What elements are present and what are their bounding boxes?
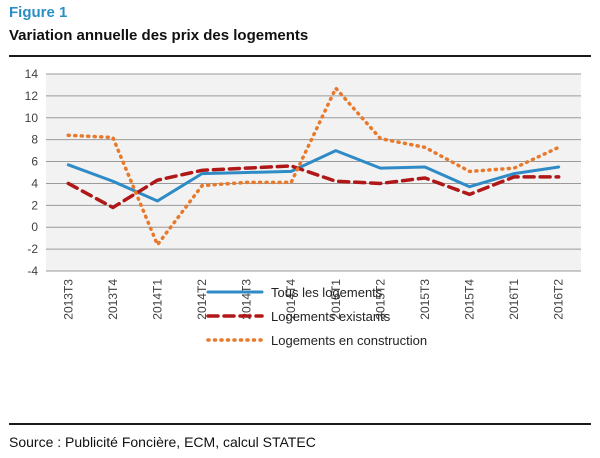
x-tick-label: 2014T4 [284, 279, 298, 320]
y-axis-ticks: -4 -2 0 2 4 6 8 10 12 14 [25, 67, 39, 278]
x-tick-label: 2014T2 [195, 279, 209, 320]
source-note: Source : Publicité Foncière, ECM, calcul… [9, 434, 316, 450]
y-tick-label: 12 [25, 89, 39, 103]
x-tick-label: 2013T4 [106, 279, 120, 320]
x-tick-label: 2014T3 [240, 279, 254, 320]
line-chart: -4 -2 0 2 4 6 8 10 12 14 2013T3 2013T4 2014T1 2014T2… [25, 67, 581, 348]
bottom-rule [9, 423, 591, 425]
x-tick-label: 2015T4 [463, 279, 477, 320]
x-tick-label: 2016T1 [507, 279, 521, 320]
x-tick-label: 2016T2 [552, 279, 566, 320]
series-line-3 [66, 86, 561, 247]
y-tick-label: 6 [31, 155, 38, 169]
x-tick-label: 2015T1 [329, 279, 343, 320]
legend: Tous les logements Logements existants Log… [206, 285, 427, 348]
series-line-1 [66, 149, 561, 203]
legend-label: Logements existants [271, 309, 391, 324]
y-tick-label: 4 [31, 176, 38, 190]
x-tick-label: 2014T1 [150, 279, 164, 320]
legend-label: Tous les logements [271, 285, 383, 300]
x-tick-label: 2013T3 [61, 279, 75, 320]
y-tick-label: 2 [31, 198, 38, 212]
x-tick-label: 2015T3 [418, 279, 432, 320]
x-axis-ticks: 2013T3 2013T4 2014T1 2014T2 2014T3 2014T4 2015… [61, 279, 565, 320]
legend-label: Logements en construction [271, 333, 427, 348]
y-tick-label: 14 [25, 67, 39, 81]
y-tick-label: 0 [31, 220, 38, 234]
figure-label: Figure 1 [9, 4, 68, 21]
y-tick-label: -4 [27, 264, 38, 278]
series-lines [66, 86, 561, 247]
x-tick-label: 2015T2 [373, 279, 387, 320]
y-tick-label: 10 [25, 111, 39, 125]
y-tick-label: 8 [31, 133, 38, 147]
chart-title: Variation annuelle des prix des logement… [9, 27, 309, 44]
y-tick-label: -2 [27, 242, 38, 256]
top-rule [9, 55, 591, 57]
series-line-2 [66, 164, 561, 210]
